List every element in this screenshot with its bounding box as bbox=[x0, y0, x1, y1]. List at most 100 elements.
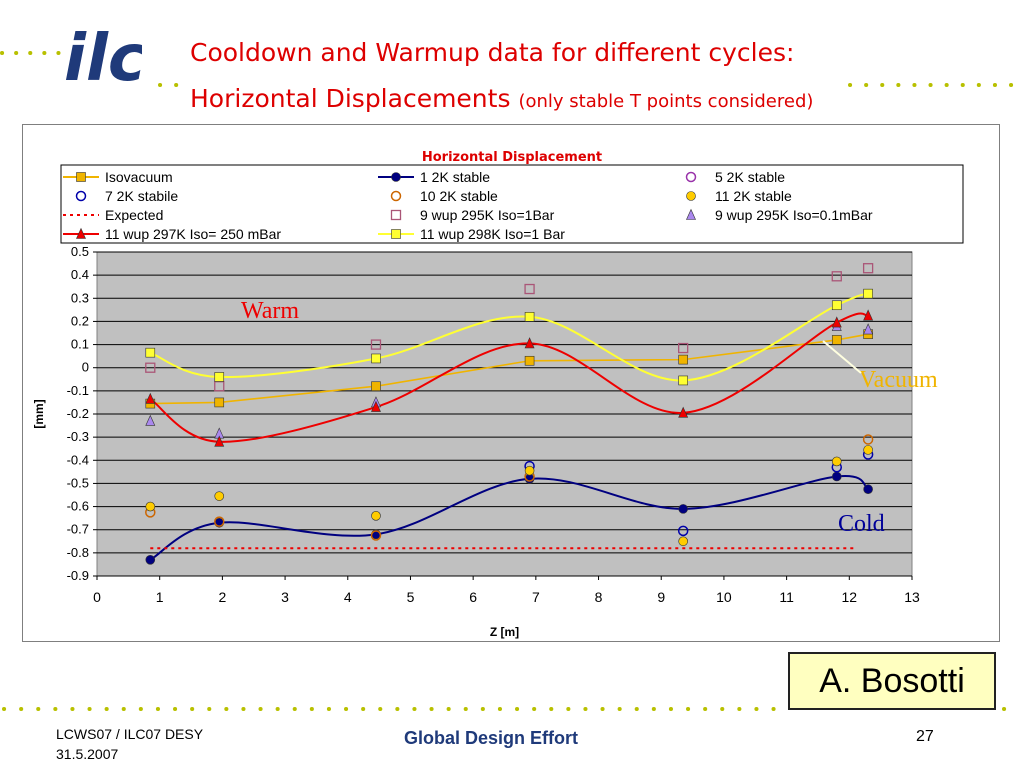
data-point bbox=[677, 525, 689, 537]
y-tick-label: -0.1 bbox=[67, 383, 89, 398]
header-dotted-line-2 bbox=[158, 83, 1022, 87]
data-point bbox=[831, 300, 842, 311]
slide-subtitle-note: (only stable T points considered) bbox=[518, 91, 814, 112]
x-tick-label: 2 bbox=[218, 589, 226, 605]
data-point bbox=[831, 316, 842, 328]
data-point bbox=[678, 504, 688, 514]
slide-subtitle-main: Horizontal Displacements bbox=[190, 84, 511, 113]
footer-event-name: LCWS07 / ILC07 DESY bbox=[56, 726, 204, 742]
data-point bbox=[831, 471, 842, 482]
legend-label: Isovacuum bbox=[105, 169, 173, 185]
footer-organization: Global Design Effort bbox=[404, 728, 579, 748]
legend-label: Expected bbox=[105, 207, 163, 223]
x-tick-label: 13 bbox=[904, 589, 920, 605]
x-tick-label: 7 bbox=[532, 589, 540, 605]
data-point bbox=[831, 271, 842, 282]
data-point bbox=[214, 435, 225, 447]
data-point bbox=[678, 536, 688, 547]
y-tick-label: 0 bbox=[82, 360, 89, 375]
data-point bbox=[145, 554, 156, 565]
data-point bbox=[145, 414, 156, 426]
data-point bbox=[214, 516, 225, 527]
x-tick-label: 9 bbox=[657, 589, 665, 605]
data-point bbox=[371, 353, 381, 364]
data-point bbox=[214, 372, 225, 382]
x-tick-label: 10 bbox=[716, 589, 732, 605]
footer-event-date: 31.5.2007 bbox=[56, 746, 119, 762]
data-point bbox=[524, 337, 535, 349]
x-tick-label: 5 bbox=[407, 589, 415, 605]
y-tick-label: -0.4 bbox=[67, 452, 89, 467]
data-point bbox=[862, 434, 874, 445]
header-dotted-line bbox=[0, 51, 62, 55]
x-tick-label: 6 bbox=[469, 589, 477, 605]
y-tick-label: -0.3 bbox=[67, 429, 89, 444]
y-tick-label: -0.6 bbox=[67, 499, 89, 514]
x-tick-label: 11 bbox=[779, 589, 794, 605]
legend-marker bbox=[686, 208, 696, 220]
legend-marker bbox=[75, 190, 87, 202]
legend-marker bbox=[686, 191, 696, 201]
author-box: A. Bosotti bbox=[788, 652, 996, 710]
data-point bbox=[524, 312, 535, 322]
annotation-vacuum: Vacuum bbox=[859, 367, 938, 393]
legend-marker bbox=[76, 172, 86, 182]
legend-label: 7 2K stabile bbox=[105, 188, 178, 204]
x-tick-label: 0 bbox=[93, 589, 101, 605]
svg-text:ilc: ilc bbox=[64, 22, 142, 94]
x-tick-label: 1 bbox=[156, 589, 164, 605]
data-point bbox=[863, 288, 873, 299]
data-point bbox=[145, 392, 156, 404]
y-tick-label: 0.5 bbox=[71, 244, 89, 259]
footer-event: LCWS07 / ILC07 DESY 31.5.2007 bbox=[56, 724, 203, 764]
data-point bbox=[371, 381, 381, 392]
data-point bbox=[678, 375, 688, 386]
legend-label: 11 wup 297K Iso= 250 mBar bbox=[105, 226, 281, 242]
x-axis-label: Z [m] bbox=[490, 625, 519, 639]
annotation-vacuum-arrow bbox=[822, 340, 862, 374]
legend-marker bbox=[390, 209, 402, 221]
legend-label: 1 2K stable bbox=[420, 169, 490, 185]
y-tick-label: 0.2 bbox=[71, 313, 89, 328]
data-point bbox=[214, 491, 225, 501]
chart-title: Horizontal Displacement bbox=[422, 150, 602, 165]
y-tick-label: -0.5 bbox=[67, 475, 89, 490]
legend-marker bbox=[685, 171, 697, 183]
legend-marker bbox=[76, 227, 86, 239]
data-point bbox=[863, 445, 873, 455]
data-point bbox=[371, 400, 381, 412]
legend-box bbox=[60, 164, 964, 244]
page-number: 27 bbox=[916, 728, 934, 745]
legend-label: 5 2K stable bbox=[715, 169, 785, 185]
data-point bbox=[371, 511, 381, 521]
x-tick-label: 4 bbox=[344, 589, 352, 605]
y-tick-label: 0.3 bbox=[71, 290, 89, 305]
data-point bbox=[831, 335, 842, 345]
x-tick-label: 8 bbox=[595, 589, 603, 605]
data-point bbox=[678, 354, 688, 365]
legend-label: 10 2K stable bbox=[420, 188, 498, 204]
slide-title: Cooldown and Warmup data for different c… bbox=[190, 38, 795, 67]
legend-marker bbox=[391, 172, 401, 182]
slide-subtitle: Horizontal Displacements (only stable T … bbox=[190, 84, 813, 113]
y-axis-label: [mm] bbox=[32, 399, 46, 428]
data-point bbox=[370, 530, 382, 541]
data-point bbox=[145, 362, 156, 373]
horizontal-displacement-chart: Horizontal Displacement0.50.40.30.20.10-… bbox=[32, 150, 964, 639]
legend-label: 9 wup 295K Iso=1Bar bbox=[420, 207, 555, 223]
data-point bbox=[524, 465, 535, 476]
ilc-logo: ilc bbox=[64, 22, 142, 94]
chart-container: Horizontal Displacement 0.5 0.4 0.3 0.2 0.1 0-… bbox=[22, 124, 1000, 642]
series-line-1 bbox=[149, 475, 869, 561]
annotation-cold: Cold bbox=[838, 511, 885, 537]
data-point bbox=[524, 283, 535, 295]
legend-marker bbox=[390, 190, 402, 202]
legend-marker bbox=[391, 229, 401, 239]
y-tick-label: -0.7 bbox=[67, 522, 89, 537]
data-point bbox=[145, 501, 156, 512]
y-tick-label: -0.2 bbox=[67, 406, 89, 421]
data-point bbox=[678, 342, 689, 354]
data-point bbox=[678, 406, 689, 418]
data-point bbox=[863, 484, 873, 495]
legend-label: 11 wup 298K Iso=1 Bar bbox=[420, 226, 565, 242]
